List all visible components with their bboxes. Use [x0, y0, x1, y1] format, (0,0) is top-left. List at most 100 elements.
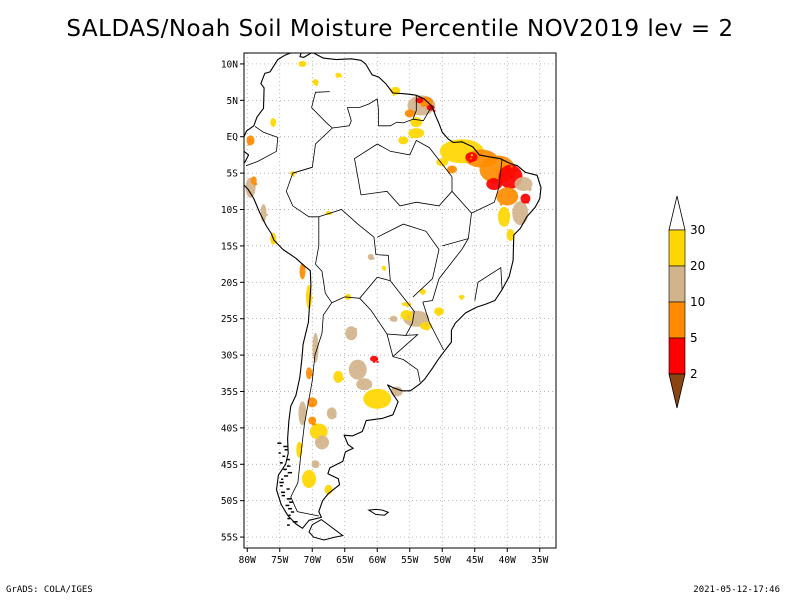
- percentile-pixel: [451, 166, 454, 169]
- lon-tick-label: 70W: [304, 555, 321, 566]
- percentile-patch: [326, 407, 337, 420]
- percentile-pixel: [406, 304, 409, 307]
- percentile-pixel: [414, 320, 417, 323]
- percentile-pixel: [320, 430, 323, 433]
- percentile-pixel: [412, 101, 415, 104]
- percentile-pixel: [310, 373, 313, 376]
- percentile-pixel: [306, 294, 309, 297]
- tierra-del-fuego-outline: [308, 519, 345, 541]
- percentile-pixel: [307, 485, 310, 488]
- percentile-pixel: [426, 328, 429, 331]
- percentile-pixel: [425, 323, 428, 326]
- percentile-pixel: [383, 266, 386, 269]
- percentile-pixel: [340, 75, 343, 78]
- lon-tick-label: 80W: [239, 555, 256, 566]
- percentile-patch: [356, 378, 373, 391]
- colorbar: 30 20 10 5 2: [668, 195, 705, 409]
- percentile-pixel: [307, 299, 310, 302]
- percentile-pixel: [338, 377, 341, 380]
- percentile-pixel: [479, 152, 482, 155]
- percentile-pixel: [510, 165, 513, 168]
- chile-island-fragment: [292, 521, 298, 523]
- percentile-pixel: [367, 394, 370, 397]
- percentile-pixel: [329, 212, 332, 215]
- percentile-pixel: [521, 212, 524, 215]
- chile-island-fragment: [287, 524, 290, 526]
- chile-island-fragment: [279, 462, 283, 464]
- percentile-pixel: [299, 406, 302, 409]
- percentile-pixel: [495, 169, 498, 172]
- percentile-pixel: [470, 154, 473, 157]
- lat-tick-label: 15S: [221, 241, 238, 252]
- percentile-pixel: [300, 62, 303, 65]
- percentile-patch: [363, 388, 392, 409]
- lon-tick-label: 65W: [336, 555, 353, 566]
- percentile-pixel: [428, 105, 431, 108]
- percentile-pixel: [341, 377, 344, 380]
- percentile-pixel: [448, 168, 451, 171]
- percentile-pixel: [253, 186, 256, 189]
- percentile-pixel: [251, 141, 254, 144]
- chile-island-fragment: [288, 507, 292, 510]
- map-area: 10N 5N EQ 5S 10S 15S 20S 25S 30S 35S 40S 45S 50S 55S8…: [221, 52, 557, 566]
- percentile-pixel: [494, 179, 497, 182]
- lon-tick-label: 60W: [369, 555, 386, 566]
- colorbar-label: 30: [690, 223, 705, 237]
- percentile-pixel: [314, 357, 317, 360]
- percentile-pixel: [468, 156, 471, 159]
- percentile-pixel: [263, 207, 266, 210]
- percentile-pixel: [273, 123, 276, 126]
- percentile-pixel: [421, 290, 424, 293]
- percentile-pixel: [529, 188, 532, 191]
- percentile-pixel: [292, 174, 295, 177]
- lon-tick-label: 40W: [499, 555, 516, 566]
- percentile-pixel: [500, 203, 503, 206]
- percentile-pixel: [315, 81, 318, 84]
- percentile-pixel: [413, 111, 416, 114]
- chile-island-fragment: [286, 488, 290, 490]
- chile-island-fragment: [288, 514, 291, 517]
- percentile-pixel: [361, 380, 364, 383]
- percentile-pixel: [499, 211, 502, 214]
- percentile-pixel: [355, 365, 358, 368]
- lat-tick-label: EQ: [227, 132, 239, 143]
- percentile-pixel: [376, 360, 379, 363]
- percentile-patch: [520, 193, 531, 204]
- percentile-pixel: [399, 393, 402, 396]
- lat-tick-label: 25S: [221, 314, 238, 325]
- percentile-pixel: [375, 358, 378, 361]
- country-border: [412, 105, 433, 122]
- percentile-pixel: [351, 330, 354, 333]
- percentile-shading: [245, 60, 533, 495]
- percentile-pixel: [409, 113, 412, 116]
- percentile-pixel: [450, 169, 453, 172]
- south-america-coastline: [244, 53, 542, 529]
- percentile-pixel: [319, 439, 322, 442]
- percentile-patch: [315, 435, 329, 450]
- percentile-pixel: [485, 160, 488, 163]
- colorbar-bin-2-5: [668, 337, 686, 375]
- country-border: [392, 334, 419, 357]
- percentile-pixel: [326, 440, 329, 443]
- lat-tick-label: 10N: [221, 59, 238, 70]
- lon-tick-label: 55W: [401, 555, 418, 566]
- colorbar-bin-5-10: [668, 301, 686, 339]
- percentile-pixel: [370, 256, 373, 259]
- percentile-pixel: [412, 136, 415, 139]
- percentile-pixel: [407, 316, 410, 319]
- map-frame: [243, 52, 557, 549]
- chile-island-fragment: [286, 458, 290, 461]
- percentile-pixel: [392, 93, 395, 96]
- percentile-pixel: [348, 294, 351, 297]
- chile-island-fragment: [289, 501, 294, 503]
- percentile-pixel: [353, 371, 356, 374]
- colorbar-label: 20: [690, 259, 705, 273]
- percentile-pixel: [254, 182, 257, 185]
- percentile-pixel: [394, 392, 397, 395]
- percentile-pixel: [334, 415, 337, 418]
- percentile-pixel: [247, 143, 250, 146]
- lat-tick-label: 50S: [221, 496, 238, 507]
- colorbar-bin-20-30: [668, 229, 686, 267]
- percentile-pixel: [272, 124, 275, 127]
- percentile-patch: [298, 401, 307, 426]
